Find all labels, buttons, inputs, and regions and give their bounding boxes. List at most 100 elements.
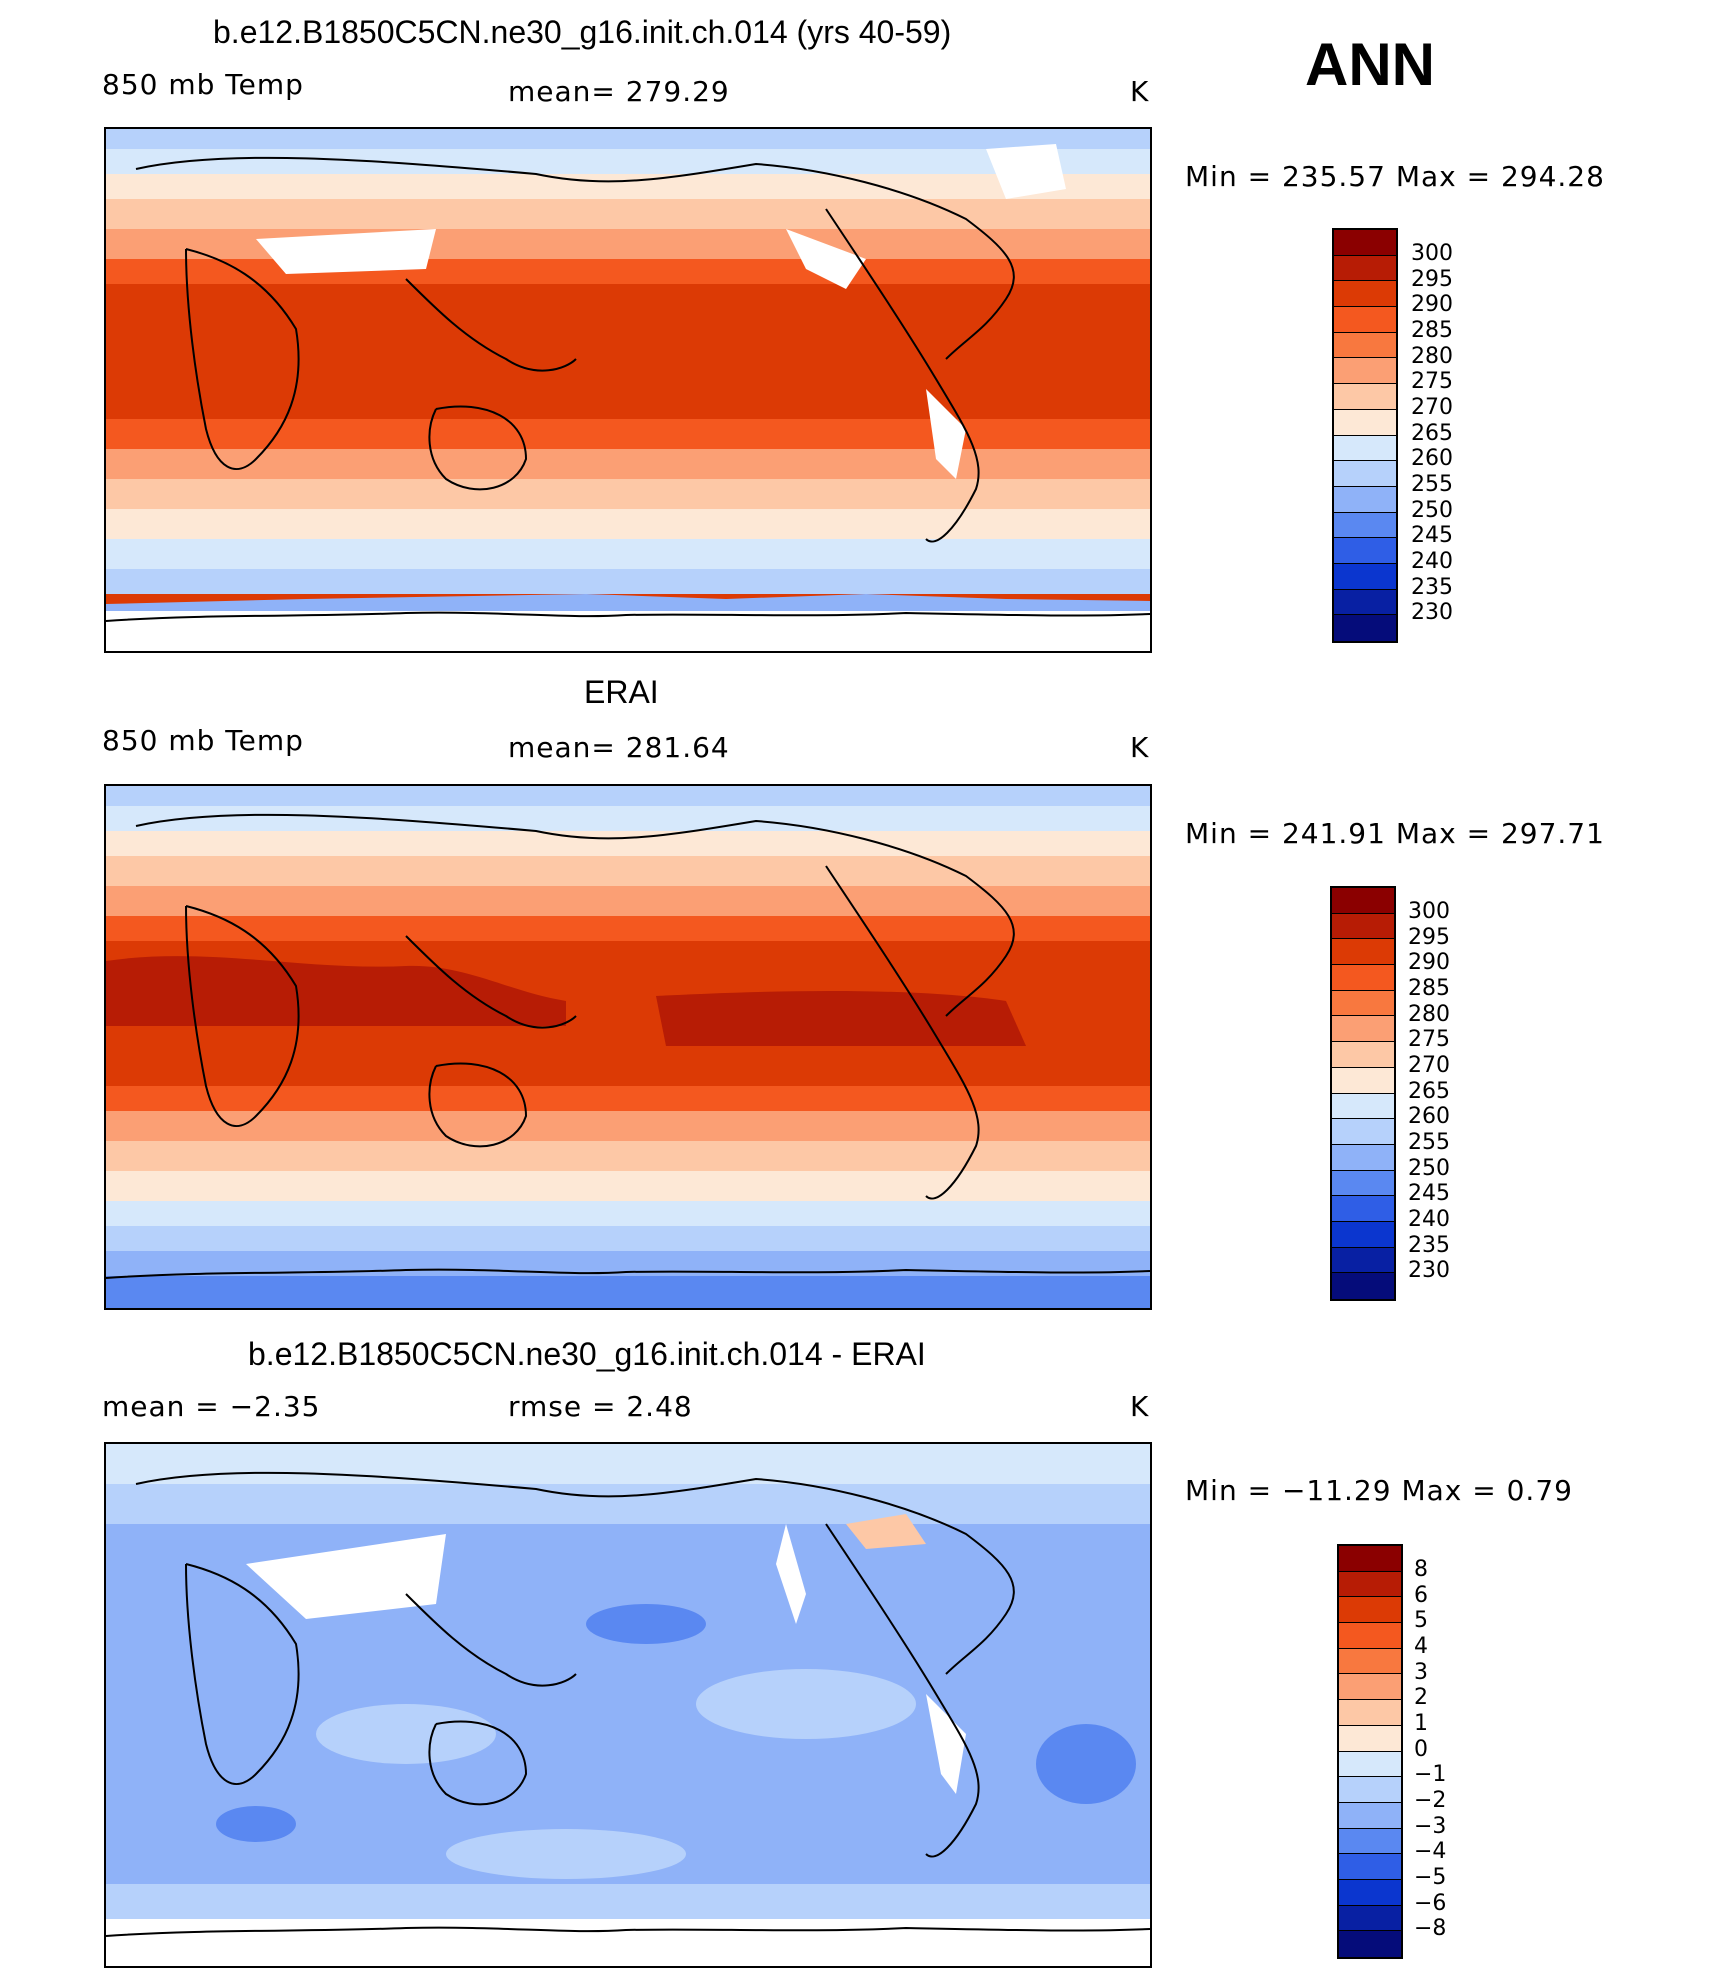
panel1-mean-label: mean= 279.29 — [508, 75, 730, 108]
colorbar-tick-label: 4 — [1414, 1634, 1428, 1659]
colorbar-tick-label: 275 — [1408, 1027, 1450, 1052]
panel2-units-label: K — [1130, 731, 1150, 764]
panel1-colorbar-swatch — [1334, 538, 1396, 564]
panel3-mean-label: mean = −2.35 — [102, 1390, 321, 1423]
panel1-colorbar-swatch — [1334, 589, 1396, 616]
panel3-title: b.e12.B1850C5CN.ne30_g16.init.ch.014 - E… — [248, 1336, 926, 1372]
season-label: ANN — [1305, 31, 1435, 98]
panel1-colorbar — [1332, 228, 1398, 643]
colorbar-tick-label: 230 — [1408, 1258, 1450, 1283]
colorbar-tick-label: 290 — [1411, 292, 1453, 317]
panel2-map — [104, 784, 1152, 1310]
panel2-colorbar-swatch — [1332, 1119, 1394, 1145]
colorbar-tick-label: 265 — [1411, 421, 1453, 446]
colorbar-tick-label: 235 — [1408, 1233, 1450, 1258]
panel1-colorbar-swatch — [1334, 435, 1396, 462]
colorbar-tick-label: 2 — [1414, 1685, 1428, 1710]
panel3-colorbar-swatch — [1339, 1546, 1401, 1572]
panel3-colorbar-swatch — [1339, 1597, 1401, 1624]
colorbar-tick-label: −8 — [1414, 1916, 1447, 1941]
panel1-colorbar-swatch — [1334, 307, 1396, 333]
colorbar-tick-label: −6 — [1414, 1891, 1447, 1916]
panel3-map — [104, 1442, 1152, 1968]
panel1-title: b.e12.B1850C5CN.ne30_g16.init.ch.014 (yr… — [213, 14, 952, 50]
colorbar-tick-label: 245 — [1408, 1181, 1450, 1206]
panel3-minmax: Min = −11.29 Max = 0.79 — [1185, 1474, 1573, 1507]
colorbar-tick-label: 5 — [1414, 1608, 1428, 1633]
panel1-colorbar-swatch — [1334, 512, 1396, 539]
panel3-units-label: K — [1130, 1390, 1150, 1423]
colorbar-tick-label: 275 — [1411, 369, 1453, 394]
panel1-minmax: Min = 235.57 Max = 294.28 — [1185, 160, 1605, 193]
colorbar-tick-label: 280 — [1408, 1002, 1450, 1027]
colorbar-tick-label: 230 — [1411, 600, 1453, 625]
colorbar-tick-label: 8 — [1414, 1557, 1428, 1582]
panel2-colorbar-swatch — [1332, 1042, 1394, 1068]
colorbar-tick-label: 285 — [1411, 318, 1453, 343]
panel2-colorbar-swatch — [1332, 1170, 1394, 1197]
panel3-colorbar-swatch — [1339, 1571, 1401, 1598]
colorbar-tick-label: 300 — [1411, 241, 1453, 266]
panel1-colorbar-swatch — [1334, 384, 1396, 410]
colorbar-tick-label: −5 — [1414, 1865, 1447, 1890]
panel2-mean-label: mean= 281.64 — [508, 731, 730, 764]
panel2-colorbar-swatch — [1332, 888, 1394, 914]
panel3-colorbar-swatch — [1339, 1700, 1401, 1726]
panel2-variable-label: 850 mb Temp — [102, 724, 304, 757]
panel2-colorbar-swatch — [1332, 913, 1394, 940]
panel2-colorbar-swatch — [1332, 1067, 1394, 1094]
panel3-colorbar — [1337, 1544, 1403, 1959]
panel1-colorbar-swatch — [1334, 486, 1396, 513]
panel1-colorbar-swatch — [1334, 563, 1396, 590]
colorbar-tick-label: 235 — [1411, 575, 1453, 600]
colorbar-tick-label: −4 — [1414, 1839, 1447, 1864]
panel2-colorbar — [1330, 886, 1396, 1301]
panel2-colorbar-swatch — [1332, 1016, 1394, 1043]
panel1-map — [104, 127, 1152, 653]
panel2-colorbar-swatch — [1332, 965, 1394, 991]
colorbar-tick-label: 240 — [1411, 549, 1453, 574]
panel3-colorbar-swatch — [1339, 1777, 1401, 1803]
panel2-colorbar-swatch — [1332, 1273, 1394, 1299]
colorbar-tick-label: 290 — [1408, 950, 1450, 975]
panel2-contour-field — [106, 786, 1150, 1308]
colorbar-tick-label: 285 — [1408, 976, 1450, 1001]
colorbar-tick-label: 245 — [1411, 523, 1453, 548]
colorbar-tick-label: 295 — [1408, 925, 1450, 950]
panel2-minmax: Min = 241.91 Max = 297.71 — [1185, 817, 1605, 850]
colorbar-tick-label: 300 — [1408, 899, 1450, 924]
panel3-colorbar-swatch — [1339, 1931, 1401, 1957]
colorbar-tick-label: 255 — [1408, 1130, 1450, 1155]
panel3-colorbar-swatch — [1339, 1648, 1401, 1675]
panel1-colorbar-swatch — [1334, 409, 1396, 436]
colorbar-tick-label: −3 — [1414, 1814, 1447, 1839]
panel1-colorbar-swatch — [1334, 358, 1396, 385]
colorbar-tick-label: 3 — [1414, 1660, 1428, 1685]
panel1-colorbar-swatch — [1334, 332, 1396, 359]
panel1-colorbar-swatch — [1334, 255, 1396, 282]
panel3-colorbar-swatch — [1339, 1828, 1401, 1855]
panel1-colorbar-swatch — [1334, 230, 1396, 256]
colorbar-tick-label: 280 — [1411, 344, 1453, 369]
panel1-colorbar-swatch — [1334, 461, 1396, 487]
colorbar-tick-label: 1 — [1414, 1711, 1428, 1736]
panel3-colorbar-swatch — [1339, 1674, 1401, 1701]
panel3-colorbar-swatch — [1339, 1905, 1401, 1932]
colorbar-tick-label: 0 — [1414, 1737, 1428, 1762]
colorbar-tick-label: 270 — [1411, 395, 1453, 420]
panel3-colorbar-swatch — [1339, 1751, 1401, 1778]
colorbar-tick-label: 250 — [1411, 498, 1453, 523]
panel2-colorbar-swatch — [1332, 1196, 1394, 1222]
panel3-contour-field — [106, 1444, 1150, 1966]
panel3-colorbar-swatch — [1339, 1725, 1401, 1752]
colorbar-tick-label: 240 — [1408, 1207, 1450, 1232]
panel3-colorbar-swatch — [1339, 1854, 1401, 1880]
panel3-colorbar-swatch — [1339, 1623, 1401, 1649]
panel3-colorbar-swatch — [1339, 1879, 1401, 1906]
colorbar-tick-label: −1 — [1414, 1762, 1447, 1787]
panel1-colorbar-swatch — [1334, 281, 1396, 308]
panel3-rmse-label: rmse = 2.48 — [508, 1390, 693, 1423]
panel2-colorbar-swatch — [1332, 1144, 1394, 1171]
colorbar-tick-label: 6 — [1414, 1583, 1428, 1608]
colorbar-tick-label: −2 — [1414, 1788, 1447, 1813]
